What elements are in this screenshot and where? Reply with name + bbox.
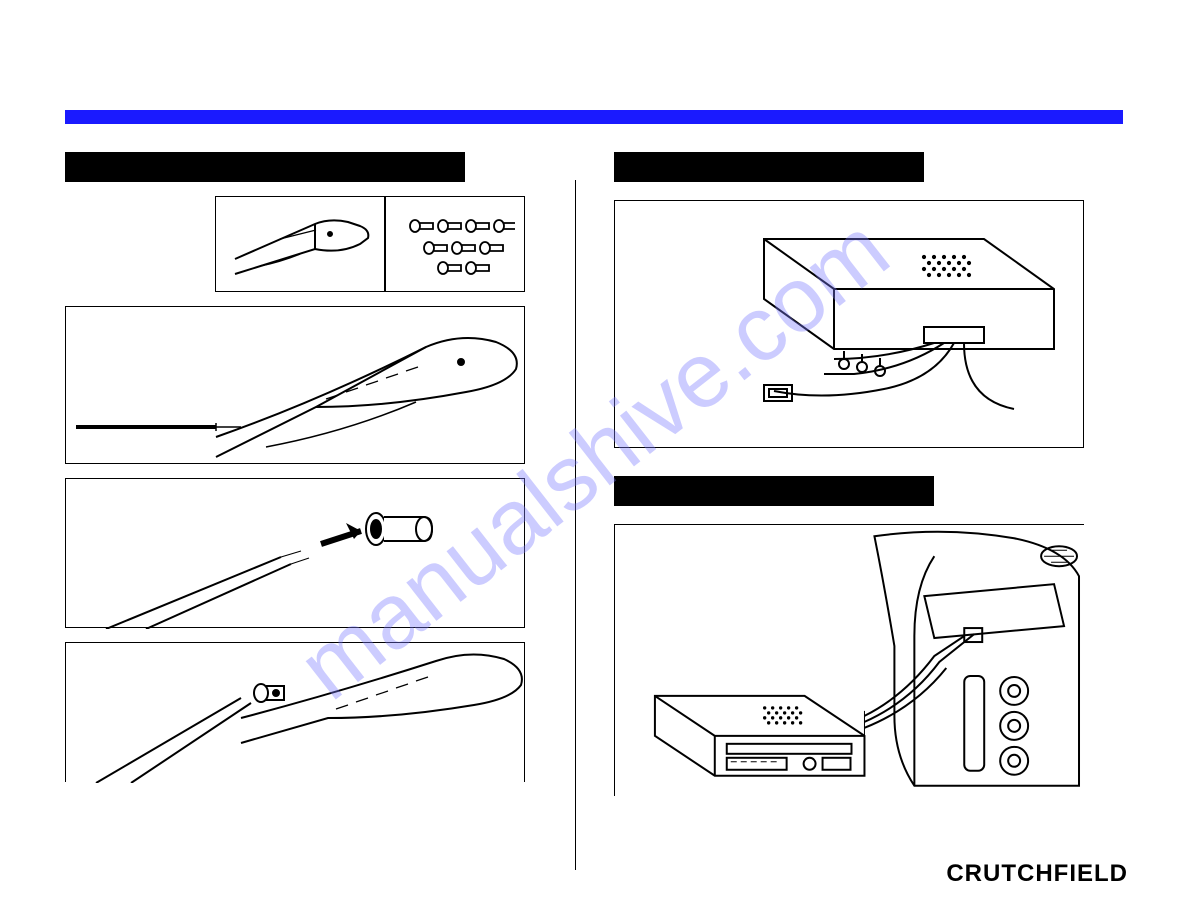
panel-install-dash — [614, 524, 1084, 796]
step-insert-cap — [65, 478, 525, 628]
tool-crimp-caps-box — [385, 196, 525, 292]
accent-bar — [65, 110, 1123, 124]
tool-crimper-box — [215, 196, 385, 292]
panel-hideaway-tuner — [614, 200, 1084, 448]
crimper-icon — [220, 204, 380, 284]
install-dash-diagram — [615, 526, 1084, 796]
crimp-caps-icon — [395, 204, 515, 284]
tools-row — [215, 196, 537, 292]
step-crimp — [65, 642, 525, 782]
brand-logo: CRUTCHFIELD — [946, 860, 1128, 888]
right-section-header-2 — [614, 476, 934, 506]
insert-cap-diagram — [66, 479, 526, 629]
tuner-box-diagram — [624, 209, 1074, 439]
left-section-header — [65, 152, 465, 182]
right-section-header-1 — [614, 152, 924, 182]
content-columns — [65, 152, 1123, 852]
strip-wire-diagram — [66, 307, 526, 465]
crimp-diagram — [66, 643, 526, 783]
step-strip-wire — [65, 306, 525, 464]
left-column — [65, 152, 575, 852]
right-column — [576, 152, 1096, 852]
